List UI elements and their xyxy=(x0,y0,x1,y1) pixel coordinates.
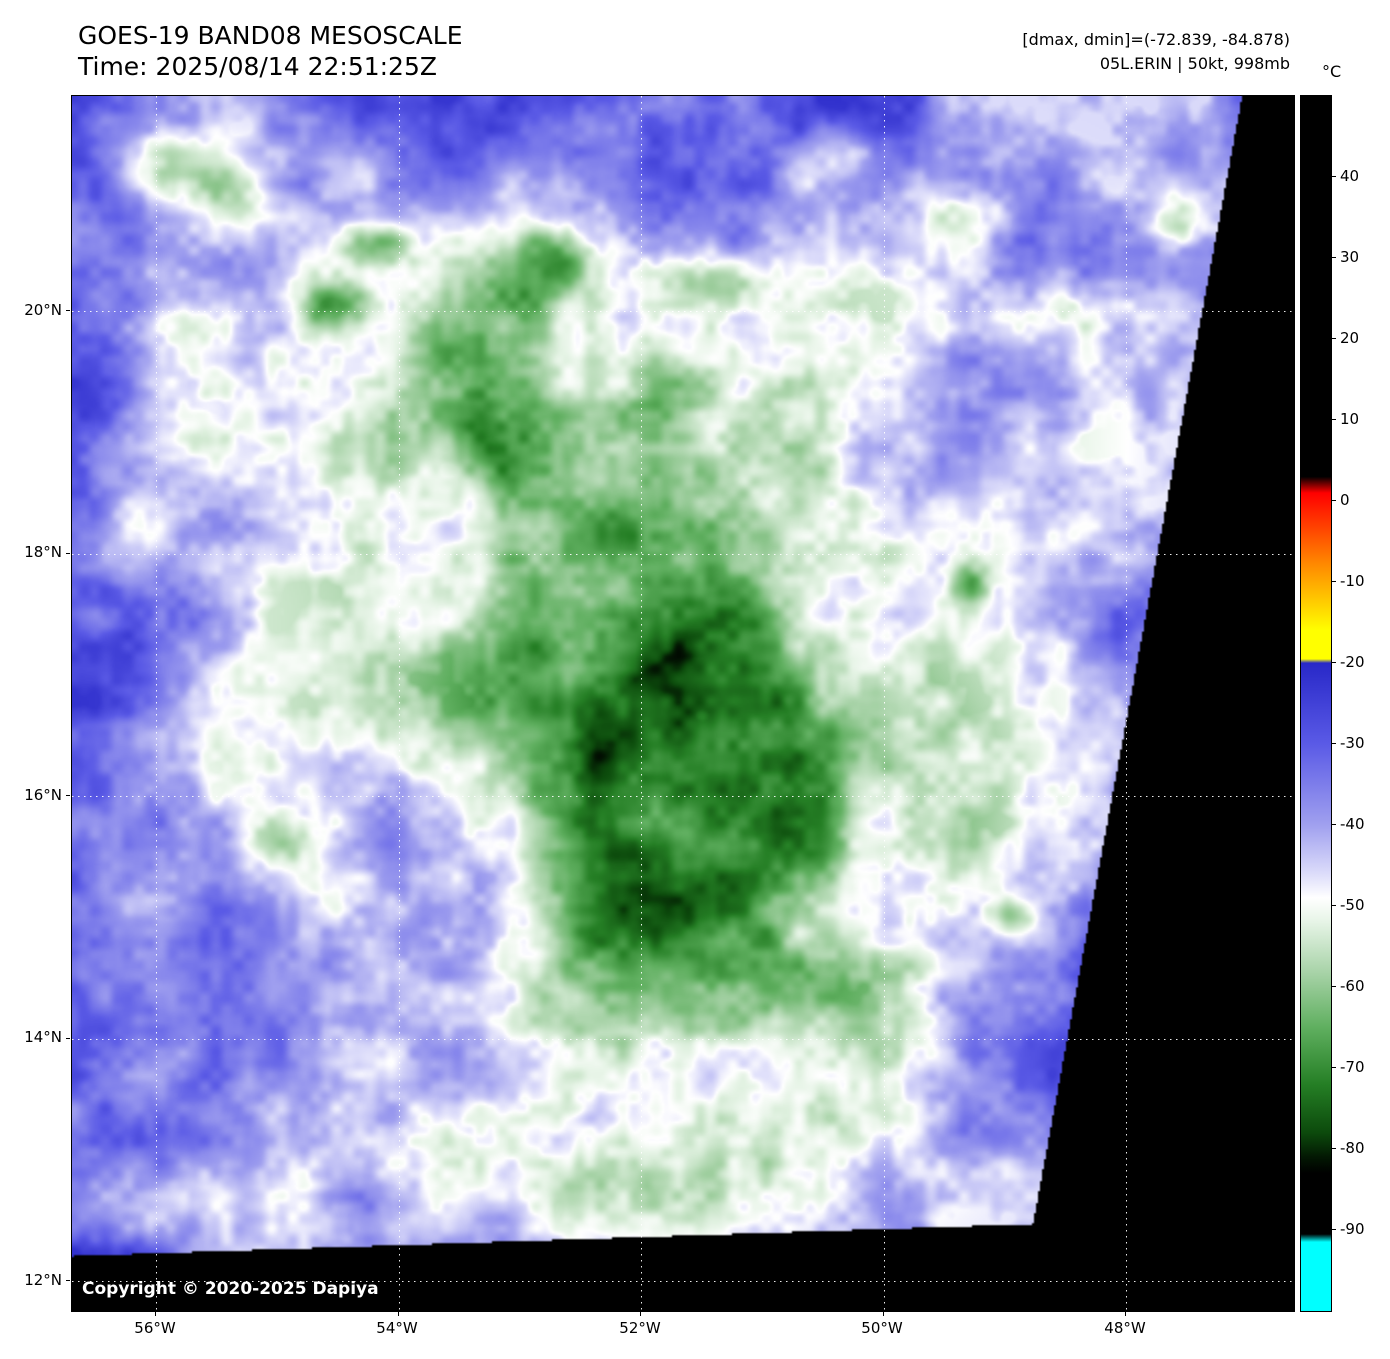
colorbar-tick-label: -40 xyxy=(1340,815,1365,833)
colorbar-tick-mark xyxy=(1331,1148,1336,1149)
lon-tick-label-52w: 52°W xyxy=(619,1319,661,1337)
colorbar-tick-mark xyxy=(1331,743,1336,744)
product-title: GOES-19 BAND08 MESOSCALE xyxy=(78,21,463,50)
colorbar-tick-label: -70 xyxy=(1340,1058,1365,1076)
lat-axis-tick xyxy=(66,1037,70,1039)
copyright-text: Copyright © 2020-2025 Dapiya xyxy=(82,1279,379,1299)
lon-tick-label-56w: 56°W xyxy=(134,1319,176,1337)
lat-tick-label-16n: 16°N xyxy=(24,786,62,804)
colorbar-tick-label: -10 xyxy=(1340,572,1365,590)
satellite-map: Copyright © 2020-2025 Dapiya xyxy=(71,95,1295,1312)
storm-info: 05L.ERIN | 50kt, 998mb xyxy=(1099,54,1290,73)
colorbar-tick-label: -50 xyxy=(1340,896,1365,914)
colorbar-tick-mark xyxy=(1331,1067,1336,1068)
lat-axis-tick xyxy=(66,310,70,311)
colorbar-tick-label: 40 xyxy=(1340,167,1360,185)
colorbar-tick-mark xyxy=(1331,986,1336,987)
lat-tick-label-20n: 20°N xyxy=(24,301,62,319)
colorbar-tick-mark xyxy=(1331,581,1336,582)
colorbar-tick-mark xyxy=(1331,419,1336,420)
colorbar-tick-mark xyxy=(1331,905,1336,906)
colorbar-tick-mark xyxy=(1331,662,1336,663)
lon-tick-label-50w: 50°W xyxy=(861,1319,903,1337)
colorbar-tick-label: 20 xyxy=(1340,329,1360,347)
colorbar-tick-label: 30 xyxy=(1340,248,1360,266)
lon-tick-label-48w: 48°W xyxy=(1104,1319,1146,1337)
lat-axis-tick xyxy=(66,795,70,796)
colorbar-unit-label: °C xyxy=(1322,62,1342,81)
colorbar-tick-label: 10 xyxy=(1340,410,1360,428)
colorbar-tick-mark xyxy=(1331,1229,1336,1230)
satellite-image-canvas xyxy=(72,96,1294,1311)
lon-axis-tick xyxy=(155,1312,156,1316)
colorbar-tick-label: 0 xyxy=(1340,491,1350,509)
colorbar-tick-label: -30 xyxy=(1340,734,1365,752)
colorbar-tick-mark xyxy=(1331,500,1336,501)
dmax-dmin-readout: [dmax, dmin]=(-72.839, -84.878) xyxy=(1022,30,1290,49)
lat-axis-tick xyxy=(66,1280,70,1281)
colorbar-tick-label: -90 xyxy=(1340,1220,1365,1238)
colorbar-tick-label: -60 xyxy=(1340,977,1365,995)
colorbar-tick-mark xyxy=(1331,338,1336,339)
colorbar-tick-mark xyxy=(1331,824,1336,825)
product-time: Time: 2025/08/14 22:51:25Z xyxy=(78,52,437,81)
lon-axis-tick xyxy=(882,1312,884,1316)
colorbar-tick-label: -20 xyxy=(1340,653,1365,671)
lon-axis-tick xyxy=(640,1312,641,1316)
lat-tick-label-18n: 18°N xyxy=(24,543,62,561)
colorbar-tick-mark xyxy=(1331,176,1336,177)
lat-axis-tick xyxy=(66,552,70,554)
colorbar xyxy=(1300,95,1332,1312)
header-info: [dmax, dmin]=(-72.839, -84.878) 05L.ERIN… xyxy=(1022,28,1290,76)
colorbar-tick-label: -80 xyxy=(1340,1139,1365,1157)
lon-tick-label-54w: 54°W xyxy=(376,1319,418,1337)
colorbar-tick-mark xyxy=(1331,257,1336,258)
lon-axis-tick xyxy=(397,1312,399,1316)
lat-tick-label-12n: 12°N xyxy=(24,1271,62,1289)
lon-axis-tick xyxy=(1125,1312,1126,1316)
lat-tick-label-14n: 14°N xyxy=(24,1028,62,1046)
